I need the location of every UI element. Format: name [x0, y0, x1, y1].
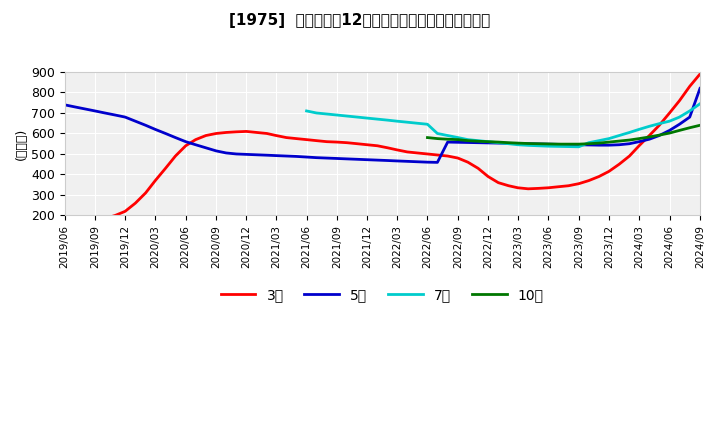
- Legend: 3年, 5年, 7年, 10年: 3年, 5年, 7年, 10年: [215, 282, 549, 308]
- Line: 3年: 3年: [65, 74, 700, 226]
- Line: 7年: 7年: [307, 104, 700, 147]
- Y-axis label: (百万円): (百万円): [15, 128, 28, 160]
- Line: 5年: 5年: [65, 88, 700, 162]
- Text: [1975]  当期純利益12か月移動合計の標準偏差の推移: [1975] 当期純利益12か月移動合計の標準偏差の推移: [230, 13, 490, 28]
- Line: 10年: 10年: [428, 125, 700, 144]
